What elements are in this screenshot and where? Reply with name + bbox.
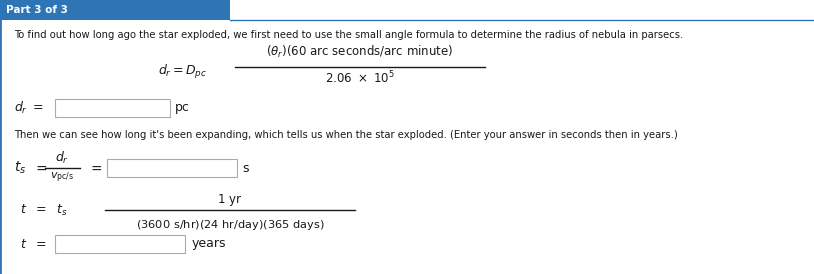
Text: To find out how long ago the star exploded, we first need to use the small angle: To find out how long ago the star explod… bbox=[14, 30, 683, 40]
FancyBboxPatch shape bbox=[107, 159, 237, 177]
Text: $=$: $=$ bbox=[33, 161, 48, 175]
Text: $=$: $=$ bbox=[88, 161, 103, 175]
Text: s: s bbox=[242, 161, 248, 175]
Text: $(3600\ \mathrm{s/hr})(24\ \mathrm{hr/day})(365\ \mathrm{days})$: $(3600\ \mathrm{s/hr})(24\ \mathrm{hr/da… bbox=[135, 218, 325, 232]
Text: $t\ \ =$: $t\ \ =$ bbox=[20, 238, 46, 250]
Text: years: years bbox=[192, 238, 226, 250]
Text: Part 3 of 3: Part 3 of 3 bbox=[6, 5, 68, 15]
Text: $1\ \mathrm{yr}$: $1\ \mathrm{yr}$ bbox=[217, 192, 243, 208]
Text: $t\ \ =\ \ t_s$: $t\ \ =\ \ t_s$ bbox=[20, 202, 68, 218]
Text: $d_r\ =$: $d_r\ =$ bbox=[14, 100, 44, 116]
Text: Then we can see how long it's been expanding, which tells us when the star explo: Then we can see how long it's been expan… bbox=[14, 130, 678, 140]
Text: pc: pc bbox=[175, 101, 190, 115]
FancyBboxPatch shape bbox=[55, 235, 185, 253]
Text: $2.06\ \times\ 10^5$: $2.06\ \times\ 10^5$ bbox=[325, 70, 395, 87]
Text: $d_r = D_{pc}$: $d_r = D_{pc}$ bbox=[158, 63, 207, 81]
FancyBboxPatch shape bbox=[55, 99, 170, 117]
Text: $(\theta_r)(60\ \mathrm{arc\ seconds/arc\ minute})$: $(\theta_r)(60\ \mathrm{arc\ seconds/arc… bbox=[266, 44, 453, 60]
Text: $v_{\mathrm{pc/s}}$: $v_{\mathrm{pc/s}}$ bbox=[50, 171, 74, 185]
Text: $d_r$: $d_r$ bbox=[55, 150, 69, 166]
Text: $t_s$: $t_s$ bbox=[14, 160, 26, 176]
